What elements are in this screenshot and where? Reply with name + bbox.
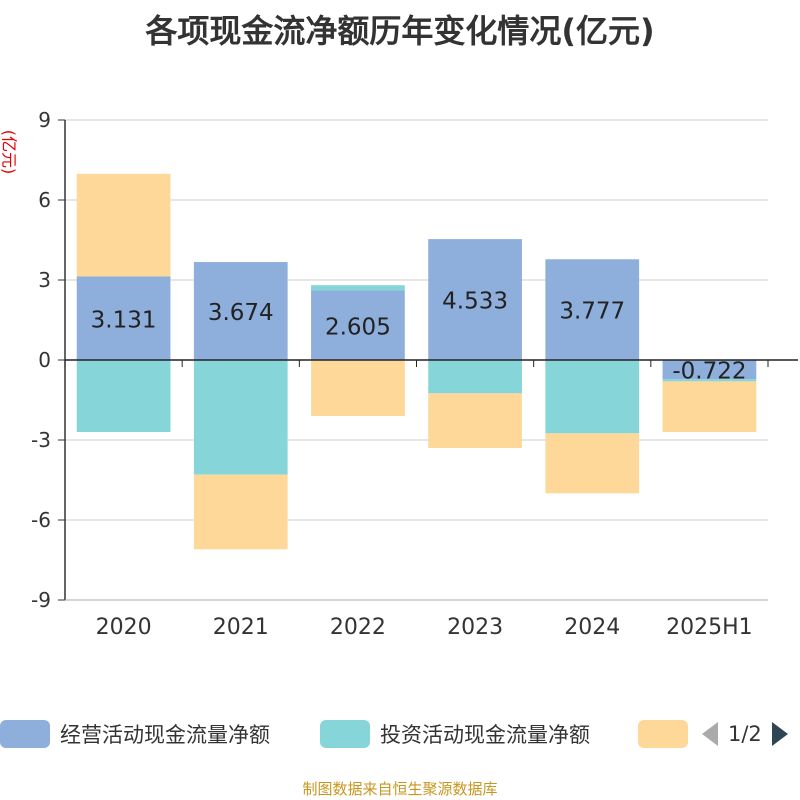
- legend: 经营活动现金流量净额 投资活动现金流量净额 1/2: [0, 716, 800, 752]
- x-tick-label: 2025H1: [666, 615, 753, 640]
- bar-series2-2020: [76, 173, 171, 277]
- bar-series2-2025H1: [662, 381, 757, 433]
- legend-swatch-operating: [0, 720, 50, 748]
- bar-series2-2021: [193, 474, 288, 550]
- bar-series0-2021: [193, 262, 288, 360]
- legend-item-operating[interactable]: 经营活动现金流量净额: [0, 716, 270, 752]
- bar-series1-2021: [193, 360, 288, 475]
- x-tick-label: 2024: [564, 615, 620, 640]
- data-label: 3.131: [91, 307, 157, 333]
- pager-prev-icon[interactable]: [700, 720, 720, 748]
- pager-indicator: 1/2: [728, 722, 762, 746]
- bar-series1-2022: [311, 285, 405, 291]
- data-label: 2.605: [325, 314, 391, 340]
- bar-series2-2024: [545, 433, 640, 494]
- data-label: 3.674: [208, 300, 274, 326]
- bar-series0-2020: [76, 276, 171, 360]
- bar-series0-2022: [311, 290, 405, 360]
- bar-series2-2022: [311, 360, 405, 416]
- legend-label-investing: 投资活动现金流量净额: [380, 723, 590, 747]
- y-tick-label: 6: [38, 188, 51, 212]
- data-label: 4.533: [442, 289, 508, 315]
- bar-series1-2024: [545, 360, 640, 434]
- data-label: -0.722: [672, 359, 746, 385]
- x-tick-label: 2022: [330, 615, 386, 640]
- legend-swatch-financing: [638, 720, 688, 748]
- y-tick-label: -3: [31, 428, 51, 452]
- y-tick-label: 0: [38, 348, 51, 372]
- legend-pager: 1/2: [700, 716, 790, 752]
- y-tick-label: -6: [31, 508, 51, 532]
- pager-next-icon[interactable]: [770, 720, 790, 748]
- x-tick-label: 2020: [96, 615, 152, 640]
- data-source-note: 制图数据来自恒生聚源数据库: [302, 780, 498, 798]
- legend-item-investing[interactable]: 投资活动现金流量净额: [320, 716, 590, 752]
- legend-label-operating: 经营活动现金流量净额: [60, 723, 270, 747]
- bar-series0-2024: [545, 259, 640, 360]
- chart-title: 各项现金流净额历年变化情况(亿元): [145, 12, 655, 50]
- x-tick-label: 2021: [213, 615, 269, 640]
- chart-canvas: -9 -6 -3 0 3 6 9 3.131 3.674 2.605 4.533 3.777 -0.72…: [31, 108, 798, 640]
- bar-series1-2020: [76, 360, 171, 432]
- y-tick-label: -9: [31, 588, 51, 612]
- x-tick-label: 2023: [447, 615, 503, 640]
- bar-series1-2025H1: [662, 379, 757, 382]
- bar-series2-2023: [428, 393, 522, 448]
- legend-swatch-investing: [320, 720, 370, 748]
- bar-series1-2023: [428, 360, 522, 394]
- data-label: 3.777: [559, 299, 625, 325]
- bar-series0-2023: [428, 239, 522, 360]
- legend-item-financing[interactable]: [638, 716, 698, 752]
- bar-series0-2025H1: [662, 360, 757, 380]
- y-tick-label: 9: [38, 108, 51, 132]
- y-tick-label: 3: [38, 268, 51, 292]
